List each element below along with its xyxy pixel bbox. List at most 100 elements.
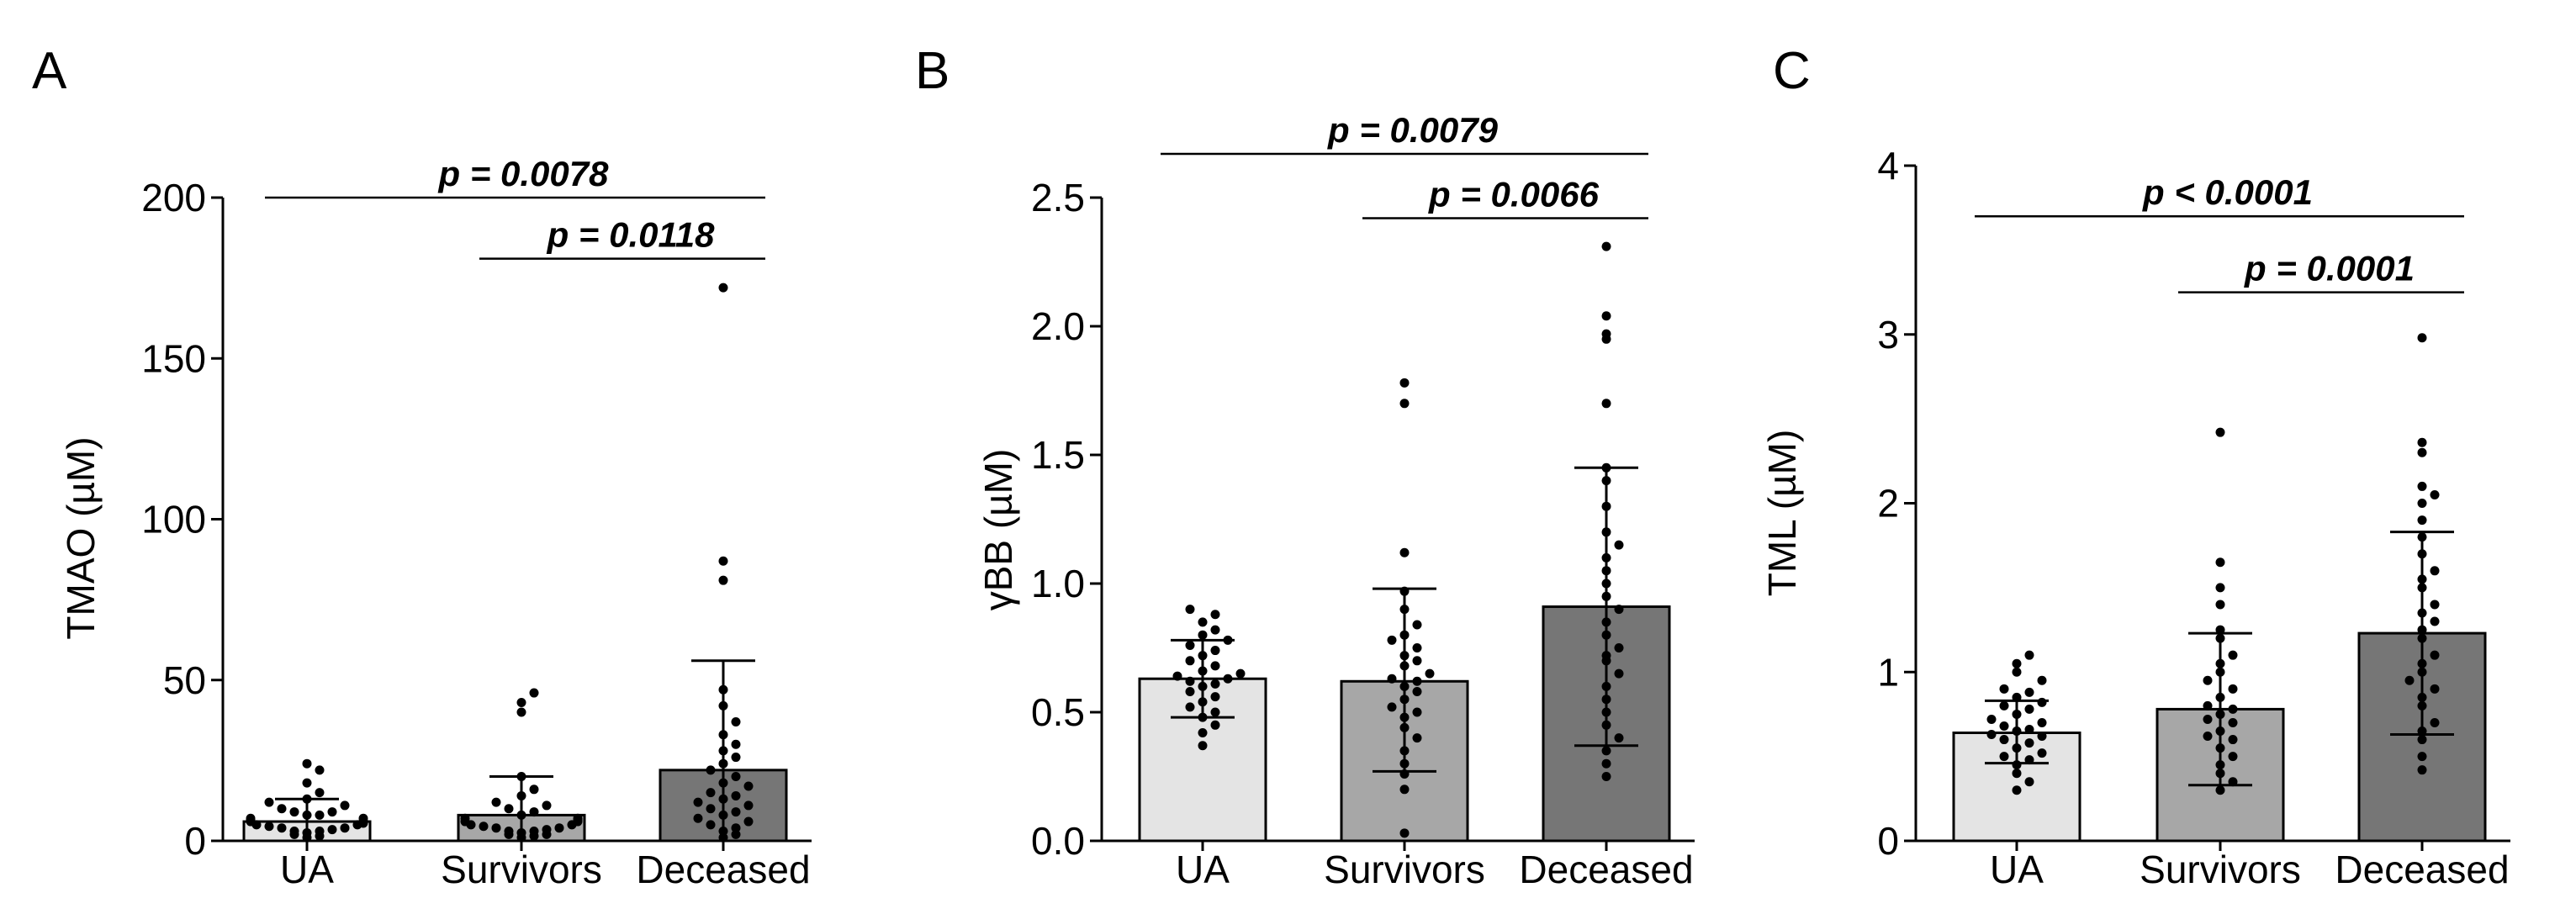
data-point <box>1387 674 1397 684</box>
data-point <box>264 797 274 807</box>
data-point <box>2012 785 2022 795</box>
data-point <box>1601 329 1611 339</box>
data-point <box>491 823 501 833</box>
data-point <box>1412 676 1422 686</box>
data-point <box>1387 702 1397 712</box>
data-point <box>706 804 716 814</box>
category-label: UA <box>1990 848 2044 891</box>
data-point <box>1198 727 1208 737</box>
data-point <box>1614 643 1624 652</box>
data-point <box>2228 717 2238 727</box>
category-label: Deceased <box>1519 848 1693 891</box>
data-point <box>529 807 539 817</box>
data-point <box>1235 668 1246 679</box>
data-point <box>1399 785 1410 795</box>
y-axis-title: γBB (µM) <box>976 449 1020 611</box>
data-point <box>302 778 312 788</box>
category-label: Survivors <box>1324 848 1485 891</box>
panel-b: B γBB (µM) 0.0 0.5 1.0 1.5 2.0 2.5 UA Survivors… <box>915 42 1695 891</box>
data-point <box>1601 311 1611 321</box>
data-point <box>277 804 287 814</box>
data-point <box>731 716 741 726</box>
data-point <box>2203 714 2213 724</box>
data-point <box>1986 714 1997 724</box>
data-point <box>1210 625 1220 635</box>
data-point <box>1185 605 1195 615</box>
data-point <box>1399 547 1410 557</box>
panel-c: C TML (µM) 0 1 2 3 4 UA Survivors Deceased p < 0… <box>1760 42 2510 891</box>
data-point <box>2037 732 2047 742</box>
y-tick-label: 100 <box>141 498 206 542</box>
data-point <box>2430 684 2440 694</box>
data-point <box>1986 730 1997 740</box>
data-point <box>706 788 716 798</box>
data-point <box>1210 692 1220 702</box>
data-point <box>1999 700 2009 711</box>
data-point <box>1412 643 1422 652</box>
data-point <box>743 816 754 827</box>
data-point <box>1399 399 1410 409</box>
data-point <box>1210 661 1220 671</box>
data-point <box>2417 515 2427 526</box>
data-point <box>1614 668 1624 679</box>
data-point <box>2012 658 2022 668</box>
data-point <box>2037 675 2047 685</box>
data-point <box>706 820 716 830</box>
panel-letter: C <box>1773 42 1811 100</box>
data-point <box>2430 717 2440 727</box>
data-point <box>529 785 539 795</box>
data-point <box>2203 675 2213 685</box>
data-point <box>1601 241 1611 251</box>
y-tick-label: 1.5 <box>1031 433 1085 477</box>
p-value-label: p < 0.0001 <box>2142 172 2313 212</box>
data-point <box>277 823 287 833</box>
data-point <box>731 829 741 839</box>
data-point <box>706 765 716 775</box>
data-point <box>573 813 583 823</box>
data-point <box>2024 650 2034 660</box>
data-point <box>479 822 489 832</box>
y-tick-label: 150 <box>141 336 206 380</box>
data-point <box>340 800 350 811</box>
y-tick-label: 2 <box>1877 482 1899 526</box>
y-tick-label: 0 <box>1877 819 1899 863</box>
data-point <box>2215 600 2225 610</box>
data-point <box>1999 721 2009 731</box>
data-point <box>2430 650 2440 660</box>
data-point <box>1185 640 1195 650</box>
data-point <box>358 813 368 823</box>
data-point <box>529 827 539 837</box>
data-point <box>1614 605 1624 615</box>
data-point <box>2024 738 2034 748</box>
data-point <box>2215 427 2225 437</box>
data-point <box>1614 540 1624 550</box>
data-point <box>718 556 728 566</box>
data-point <box>1210 646 1220 656</box>
data-point <box>2417 765 2427 775</box>
data-point <box>1399 378 1410 388</box>
data-point <box>1387 635 1397 645</box>
y-tick-label: 0 <box>184 819 206 863</box>
data-point <box>516 698 526 708</box>
data-point <box>554 823 564 833</box>
data-point <box>1198 617 1208 627</box>
data-point <box>1198 630 1208 640</box>
data-point <box>1601 399 1611 409</box>
data-point <box>2228 752 2238 762</box>
data-point <box>2037 748 2047 758</box>
data-point <box>2203 732 2213 742</box>
data-point <box>315 788 325 798</box>
p-value-label: p = 0.0079 <box>1327 110 1499 150</box>
data-point <box>2012 769 2022 779</box>
y-tick-label: 1 <box>1877 650 1899 694</box>
p-value-label: p = 0.0066 <box>1428 174 1600 214</box>
data-point <box>743 800 754 811</box>
data-point <box>327 825 337 835</box>
data-point <box>2417 437 2427 447</box>
data-point <box>1185 676 1195 686</box>
data-point <box>504 804 514 814</box>
data-point <box>731 772 741 781</box>
data-point <box>1210 720 1220 730</box>
data-point <box>1210 610 1220 620</box>
